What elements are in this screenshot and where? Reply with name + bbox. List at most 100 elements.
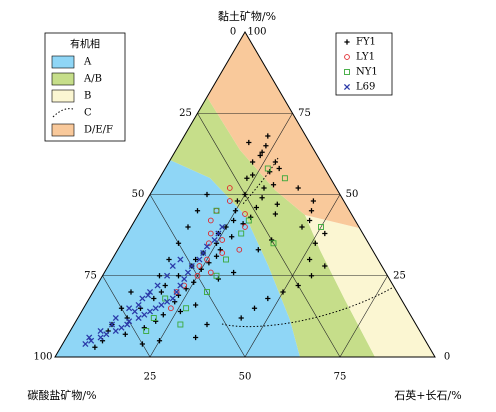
data-point bbox=[264, 165, 271, 172]
data-point bbox=[112, 314, 119, 322]
data-point bbox=[168, 305, 174, 312]
legend-swatch bbox=[51, 123, 75, 137]
right-axis-title: 石英+长石/% bbox=[394, 388, 461, 402]
region-c-boundary bbox=[221, 287, 393, 328]
data-point bbox=[164, 298, 171, 305]
data-point bbox=[177, 256, 184, 263]
data-point bbox=[204, 191, 210, 198]
data-point bbox=[185, 224, 191, 230]
triangle-frame bbox=[54, 31, 436, 358]
data-point bbox=[255, 247, 261, 253]
top-axis-title: 黏土矿物/% bbox=[218, 9, 276, 23]
data-point bbox=[322, 263, 328, 269]
data-point bbox=[154, 282, 161, 289]
data-point bbox=[267, 169, 273, 175]
data-point bbox=[270, 240, 277, 247]
carbonate-tick-label: 50 bbox=[132, 189, 145, 200]
data-point bbox=[177, 308, 183, 315]
data-point bbox=[177, 282, 184, 289]
data-point bbox=[250, 172, 256, 178]
data-point bbox=[226, 185, 233, 191]
data-point bbox=[173, 289, 180, 295]
data-point bbox=[128, 289, 134, 295]
data-point bbox=[231, 269, 237, 276]
legend-label: L69 bbox=[356, 82, 375, 93]
data-point bbox=[259, 195, 265, 201]
data-point bbox=[248, 214, 254, 220]
qf-tick-label: 25 bbox=[144, 372, 157, 383]
data-point bbox=[151, 295, 157, 302]
clay-tick-label: 50 bbox=[346, 189, 359, 200]
legend-label: FY1 bbox=[356, 37, 376, 48]
clay-tick-label: 25 bbox=[393, 270, 406, 281]
carbonate-tick-label: 0 bbox=[230, 27, 236, 38]
data-point bbox=[162, 295, 169, 302]
grid-line bbox=[149, 113, 293, 358]
data-point bbox=[184, 269, 192, 276]
data-point bbox=[295, 185, 301, 191]
data-point bbox=[213, 253, 220, 259]
data-point bbox=[322, 230, 328, 237]
legend-swatch bbox=[51, 72, 75, 86]
legend-marker bbox=[344, 54, 350, 60]
data-point bbox=[215, 230, 222, 237]
data-point bbox=[164, 272, 171, 279]
data-point bbox=[274, 201, 280, 207]
data-point bbox=[183, 305, 190, 312]
data-point bbox=[160, 312, 166, 318]
data-point bbox=[196, 263, 203, 269]
data-point bbox=[82, 340, 89, 348]
data-point bbox=[97, 334, 104, 341]
series-legend: FY1 LY1 NY1 L69 bbox=[343, 37, 378, 93]
carbonate-tick-label: 25 bbox=[179, 108, 192, 119]
data-point bbox=[173, 288, 180, 296]
data-point bbox=[281, 175, 288, 182]
data-point bbox=[92, 344, 98, 350]
legend-label: A/B bbox=[83, 74, 102, 85]
grid-line bbox=[244, 194, 341, 358]
data-point bbox=[234, 198, 240, 204]
data-point bbox=[175, 240, 182, 246]
data-point bbox=[242, 224, 248, 230]
region-legend-box bbox=[44, 32, 126, 142]
data-point bbox=[229, 234, 235, 240]
data-point bbox=[193, 256, 199, 263]
legend-label: LY1 bbox=[356, 52, 375, 63]
data-point bbox=[270, 182, 277, 188]
legend-swatch bbox=[51, 89, 75, 103]
data-point bbox=[236, 246, 243, 253]
data-point bbox=[118, 305, 125, 311]
data-point bbox=[307, 256, 313, 263]
data-point bbox=[215, 276, 221, 282]
data-point bbox=[219, 237, 226, 243]
data-point bbox=[108, 321, 116, 328]
data-point bbox=[207, 269, 214, 276]
data-point bbox=[269, 237, 275, 243]
legend-label: NY1 bbox=[356, 67, 378, 78]
data-point bbox=[169, 262, 176, 270]
data-point bbox=[97, 327, 104, 335]
qf-tick-label: 50 bbox=[239, 372, 252, 383]
data-point bbox=[86, 334, 93, 341]
data-point bbox=[253, 204, 259, 211]
left-axis-title: 碳酸盐矿物/% bbox=[27, 388, 96, 402]
data-point bbox=[158, 301, 165, 309]
data-point bbox=[219, 223, 226, 231]
data-point bbox=[257, 152, 263, 159]
data-point bbox=[112, 327, 119, 335]
data-point bbox=[156, 338, 163, 344]
data-point bbox=[204, 321, 210, 328]
legend-label: B bbox=[84, 91, 91, 102]
data-point bbox=[242, 191, 248, 198]
data-point bbox=[150, 315, 157, 321]
data-point bbox=[245, 217, 252, 224]
data-point bbox=[135, 301, 142, 309]
clay-tick-label: 0 bbox=[444, 352, 450, 363]
data-point bbox=[244, 175, 250, 181]
data-point bbox=[141, 311, 148, 318]
data-point bbox=[124, 321, 131, 328]
data-point bbox=[177, 321, 184, 328]
data-point bbox=[232, 208, 239, 214]
data-point bbox=[152, 305, 159, 312]
data-point bbox=[207, 217, 214, 224]
